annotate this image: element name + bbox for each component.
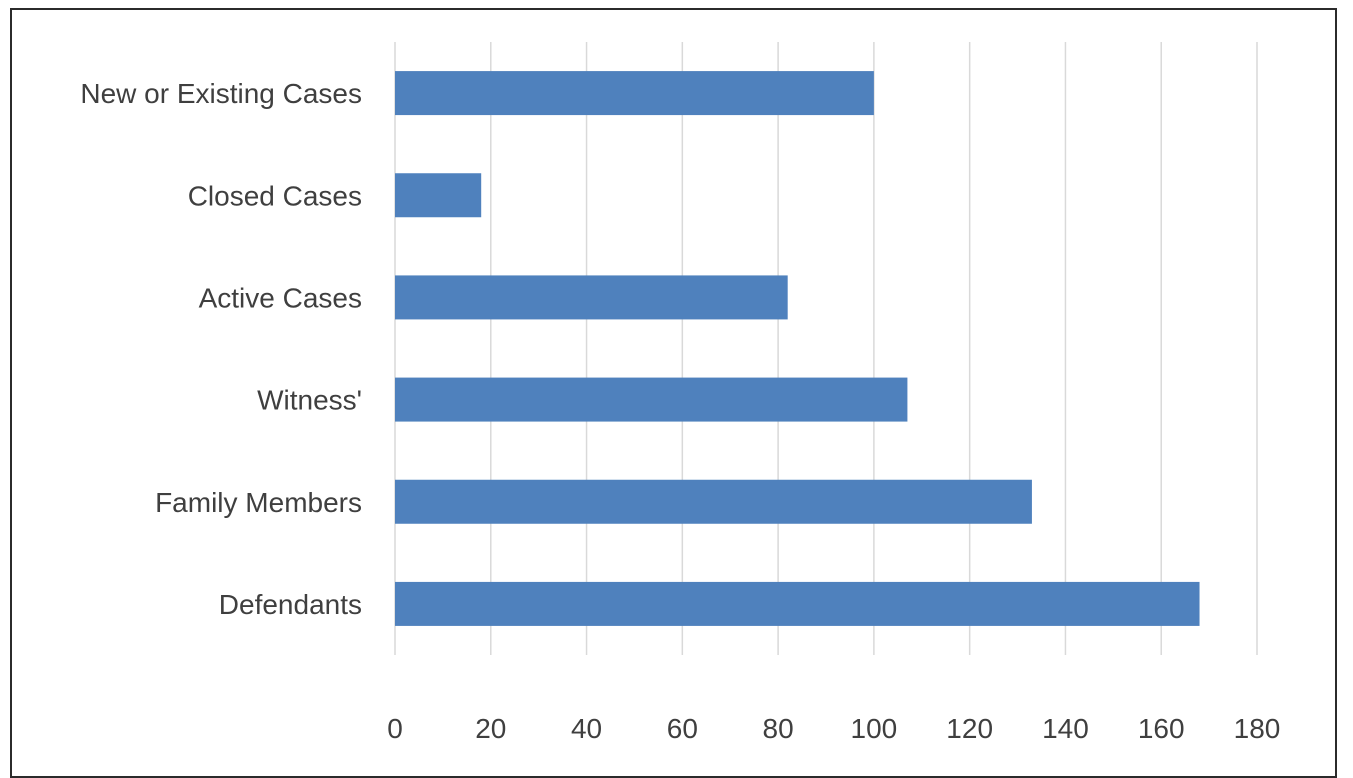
bars bbox=[395, 71, 1200, 626]
category-label: Closed Cases bbox=[188, 180, 362, 211]
x-tick-label: 80 bbox=[763, 713, 794, 744]
category-label: Defendants bbox=[219, 589, 362, 620]
category-label: Witness' bbox=[257, 385, 362, 416]
bar bbox=[395, 173, 482, 218]
x-tick-labels: 0 20 40 60 80 100 120 140 160 180 bbox=[387, 713, 1280, 744]
x-tick-label: 100 bbox=[851, 713, 898, 744]
category-labels: New or Existing Cases Closed Cases Active … bbox=[80, 78, 362, 620]
x-tick-label: 180 bbox=[1234, 713, 1281, 744]
gridlines bbox=[394, 42, 1258, 655]
bar bbox=[395, 275, 788, 320]
bar bbox=[395, 377, 908, 422]
bar bbox=[395, 71, 874, 116]
x-tick-label: 0 bbox=[387, 713, 403, 744]
x-tick-label: 60 bbox=[667, 713, 698, 744]
x-tick-label: 120 bbox=[946, 713, 993, 744]
x-tick-label: 20 bbox=[475, 713, 506, 744]
category-label: New or Existing Cases bbox=[80, 78, 362, 109]
bar bbox=[395, 479, 1032, 524]
bar bbox=[395, 581, 1200, 626]
x-tick-label: 40 bbox=[571, 713, 602, 744]
x-tick-label: 160 bbox=[1138, 713, 1185, 744]
category-label: Active Cases bbox=[199, 282, 362, 313]
category-label: Family Members bbox=[155, 487, 362, 518]
x-tick-label: 140 bbox=[1042, 713, 1089, 744]
